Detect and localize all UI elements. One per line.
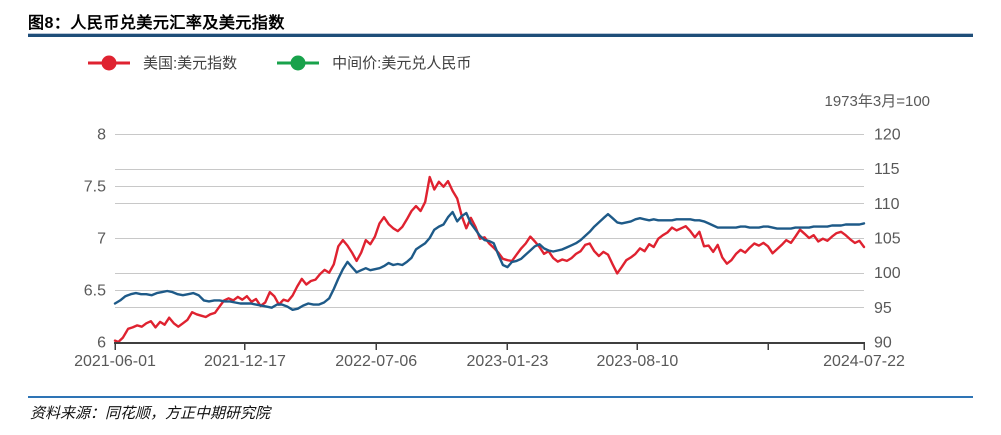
series-usdcny-midprice-line [113,210,866,311]
legend-item-usdcny-mid: 中间价:美元兑人民币 [277,52,471,73]
legend-label-usd-index: 美国:美元指数 [143,55,238,72]
x-axis-tick-label: 2021-06-01 [74,353,156,370]
chart-legend: 美国:美元指数 中间价:美元兑人民币 [88,52,471,73]
x-axis-tick-label: 2022-07-06 [335,353,417,370]
line-circle-marker-icon [277,55,320,70]
x-axis-tick-label: 2021-12-17 [204,353,286,370]
left-axis-tick-label: 7.5 [84,179,106,196]
left-axis-tick-label: 6.5 [84,283,106,300]
title-divider [28,33,973,37]
legend-dot [101,55,117,70]
source-note: 资料来源：同花顺，方正中期研究院 [30,406,271,422]
right-axis-tick-label: 100 [874,265,901,282]
legend-dot [290,55,306,70]
x-axis-tick-label: 2023-01-23 [467,353,549,370]
right-axis-tick-label: 105 [874,231,901,248]
footer-divider [28,396,973,398]
line-circle-marker-icon [88,55,130,70]
right-axis-tick-label: 120 [874,127,901,144]
right-axis-note: 1973年3月=100 [824,93,931,110]
figure-title: 图8：人民币兑美元汇率及美元指数 [28,15,285,32]
left-axis-tick-label: 8 [97,127,106,144]
x-axis-tick-label: 2023-08-10 [596,353,678,370]
right-axis-tick-label: 115 [874,161,900,178]
right-axis-tick-label: 95 [874,300,892,317]
x-axis-tick-label: 2024-07-22 [823,353,905,370]
right-axis-tick-label: 110 [874,196,900,213]
right-axis-tick-label: 90 [874,335,892,352]
legend-label-usdcny-mid: 中间价:美元兑人民币 [332,55,472,72]
left-axis-tick-label: 6 [97,335,106,352]
left-axis-tick-label: 7 [97,231,106,248]
legend-item-usd-index: 美国:美元指数 [88,52,237,73]
series-usd-index-line [113,175,866,344]
